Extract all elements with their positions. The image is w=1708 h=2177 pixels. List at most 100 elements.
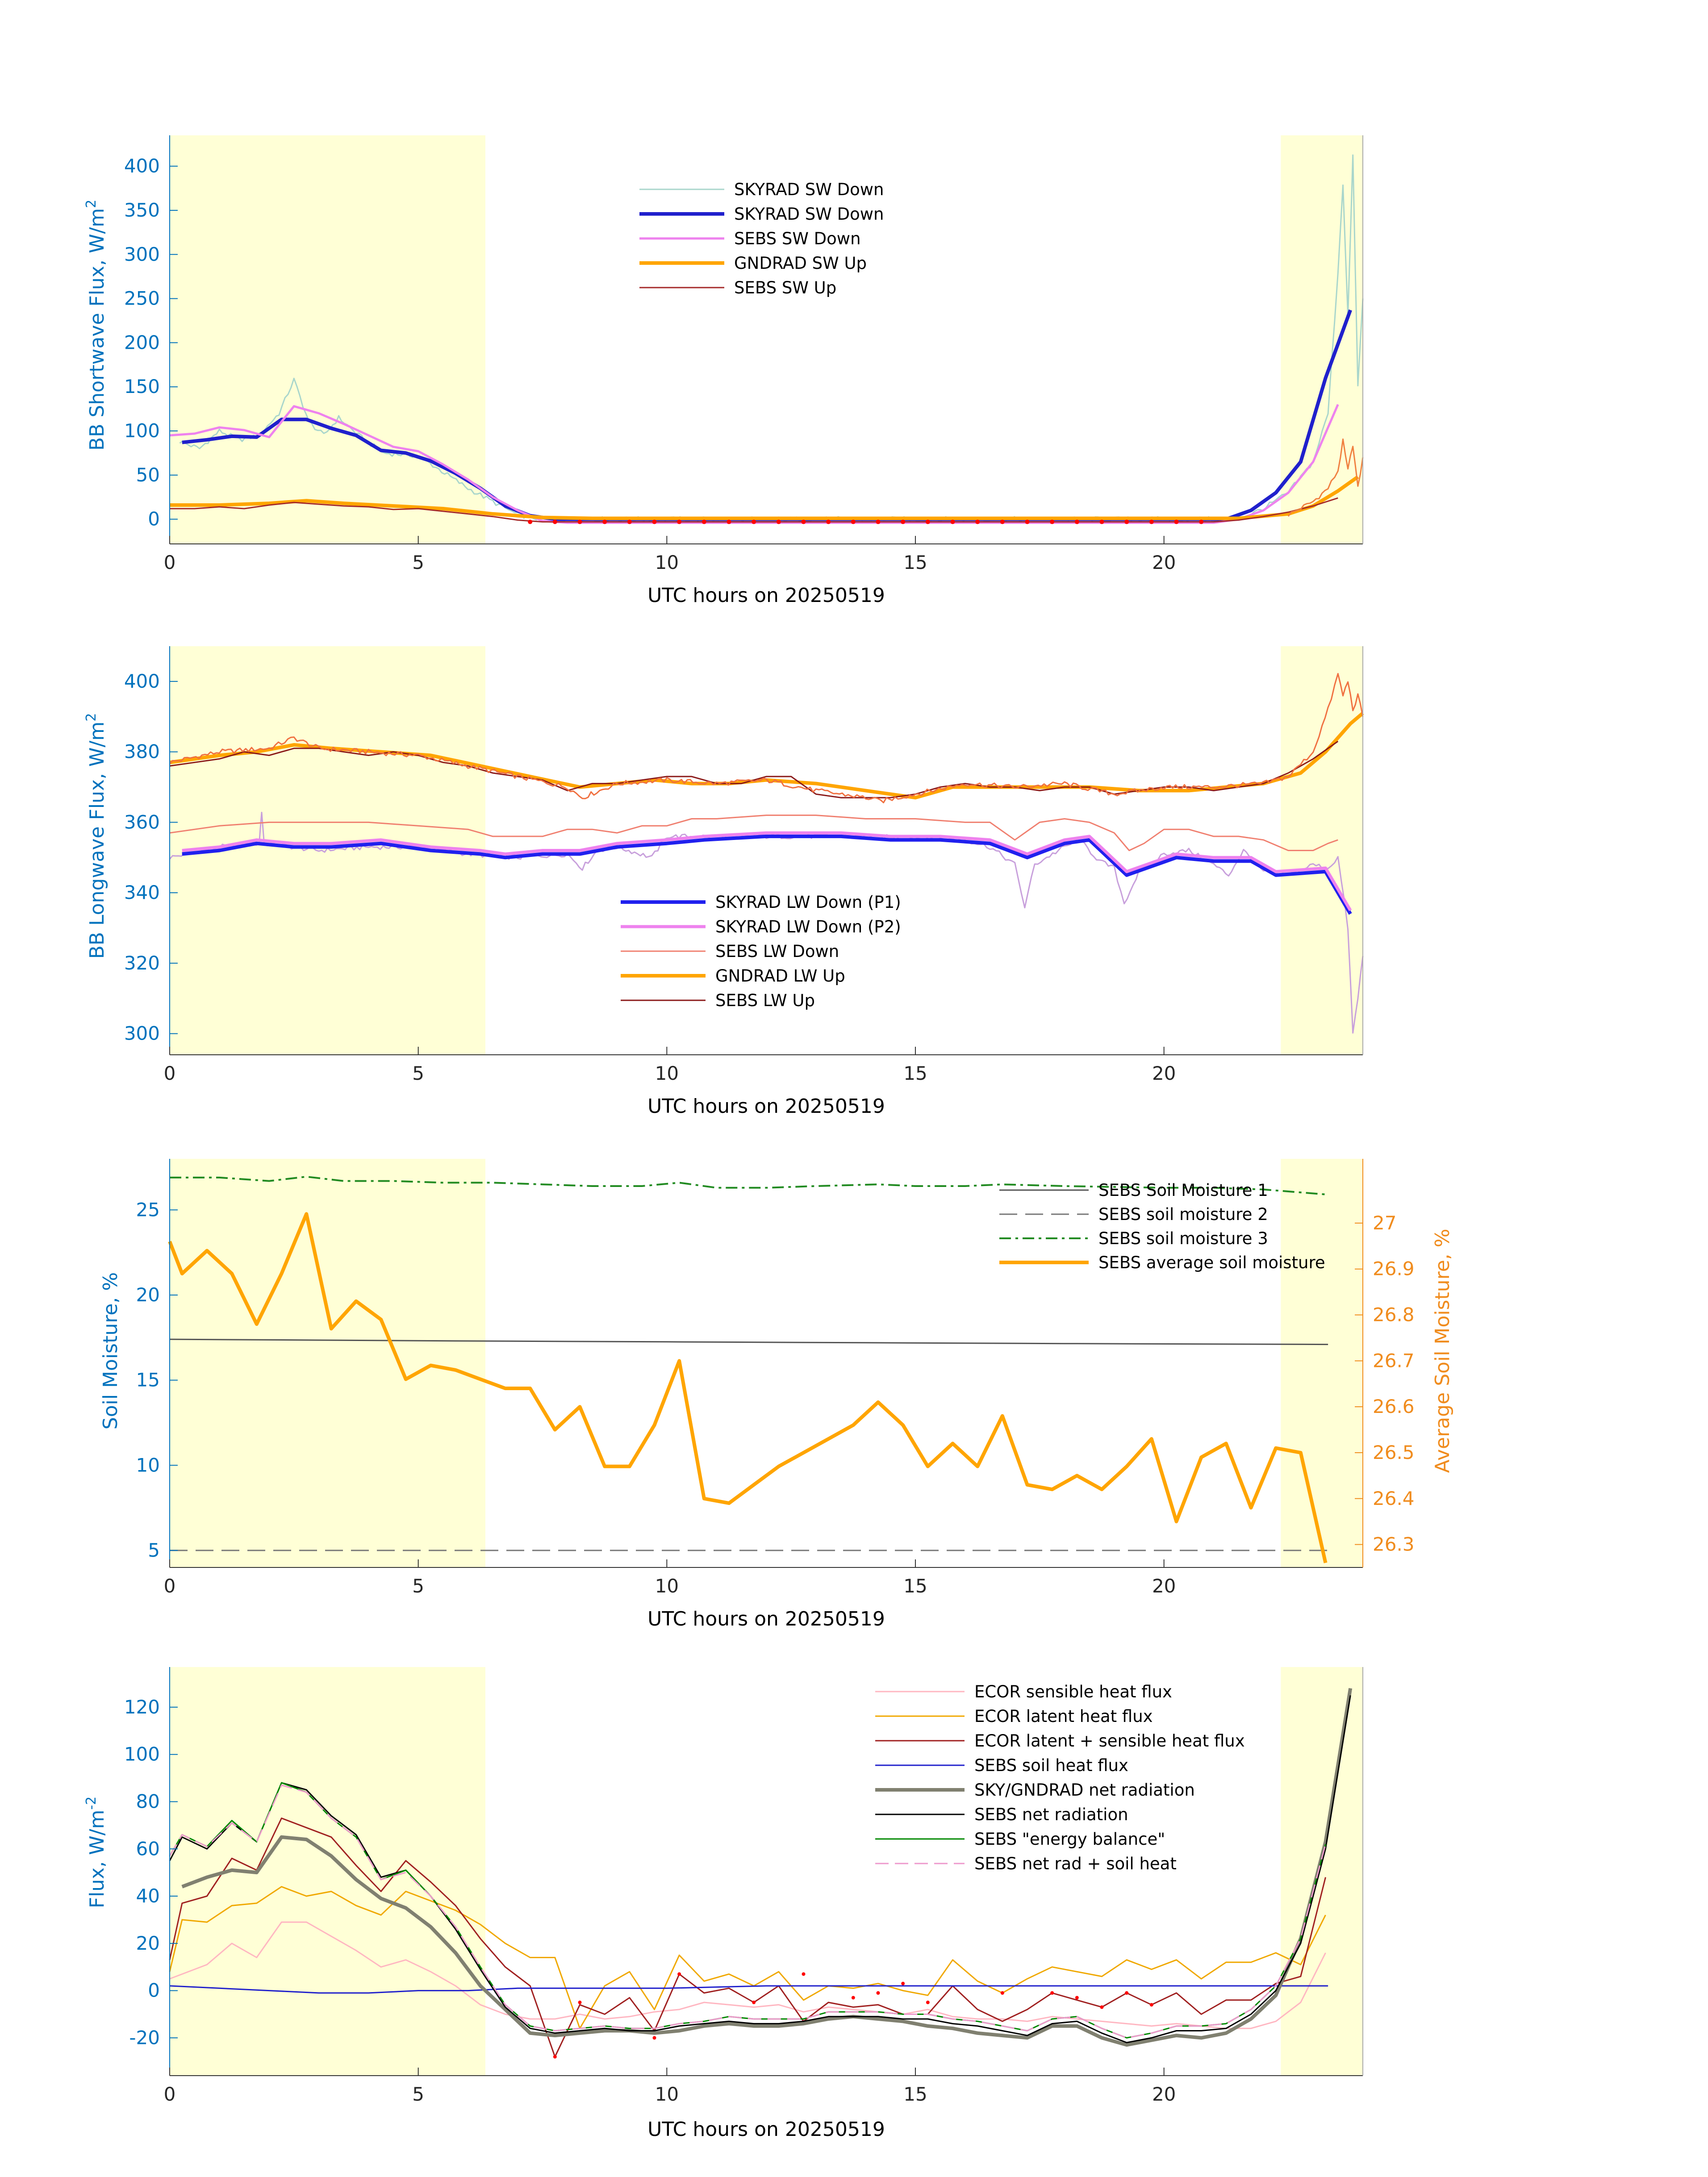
- x-tick-label: 20: [1152, 2083, 1176, 2105]
- data-marker-15: [901, 519, 906, 524]
- data-marker-14: [1125, 1991, 1129, 1995]
- right-tick-label: 26.6: [1373, 1396, 1415, 1417]
- y-tick-label: 300: [124, 1023, 160, 1045]
- y-tick-label: -20: [129, 2027, 160, 2048]
- data-marker-17: [950, 519, 955, 524]
- x-tick-label: 20: [1152, 1062, 1176, 1084]
- legend-label: ECOR latent + sensible heat flux: [974, 1731, 1245, 1751]
- data-marker-16: [925, 519, 930, 524]
- legend: SKYRAD SW Down SKYRAD SW Down SEBS SW Down…: [639, 180, 884, 297]
- y-tick-label: 100: [124, 1743, 160, 1765]
- y-tick-label: 350: [124, 199, 160, 221]
- data-marker-0: [528, 519, 533, 524]
- legend: ECOR sensible heat flux ECOR latent heat …: [875, 1682, 1245, 1873]
- shaded-region-0: [170, 1159, 485, 1567]
- legend-label: SKYRAD SW Down: [734, 205, 884, 224]
- data-marker-2: [652, 2036, 656, 2040]
- y-tick-label: 50: [136, 464, 160, 486]
- data-marker-2: [577, 519, 582, 524]
- x-tick-label: 15: [903, 552, 927, 573]
- series-line-6: [169, 673, 1364, 803]
- y-tick-label: 60: [136, 1838, 160, 1859]
- y-axis-label: Soil Moisture, %: [99, 1272, 122, 1429]
- y-tick-label: 20: [136, 1932, 160, 1954]
- series-line-2: [169, 1818, 1326, 2058]
- y-tick-label: 10: [136, 1454, 160, 1476]
- y-tick-label: 0: [148, 508, 160, 530]
- legend-label: SEBS LW Down: [715, 942, 839, 961]
- data-marker-22: [1074, 519, 1079, 524]
- shaded-region-1: [1281, 1159, 1363, 1567]
- x-tick-label: 15: [903, 1575, 927, 1597]
- x-tick-label: 0: [164, 1062, 176, 1084]
- data-marker-18: [975, 519, 980, 524]
- x-tick-label: 10: [655, 1062, 679, 1084]
- x-tick-label: 10: [655, 2083, 679, 2105]
- data-marker-19: [1000, 519, 1005, 524]
- y-tick-label: 360: [124, 811, 160, 833]
- legend-label: ECOR latent heat flux: [974, 1707, 1153, 1726]
- right-y-axis-label: Average Soil Moisture, %: [1431, 1228, 1454, 1473]
- y-tick-label: 100: [124, 420, 160, 442]
- legend-label: SEBS average soil moisture: [1098, 1253, 1325, 1272]
- series-line-2: [170, 1176, 1328, 1196]
- series-line-1: [182, 309, 1352, 521]
- legend: SEBS Soil Moisture 1 SEBS soil moisture 2…: [999, 1181, 1325, 1272]
- data-marker-11: [1050, 1991, 1054, 1995]
- y-tick-label: 250: [124, 288, 160, 309]
- series-line-4: [181, 1688, 1353, 2047]
- legend: SKYRAD LW Down (P1) SKYRAD LW Down (P2) SE…: [621, 893, 901, 1010]
- right-tick-label: 26.4: [1373, 1488, 1415, 1509]
- data-marker-13: [851, 519, 856, 524]
- y-tick-label: 15: [136, 1369, 160, 1391]
- data-marker-1: [552, 519, 557, 524]
- x-tick-label: 5: [412, 1575, 424, 1597]
- legend-label: SEBS net rad + soil heat: [974, 1854, 1177, 1873]
- data-marker-11: [801, 519, 806, 524]
- y-tick-label: 150: [124, 376, 160, 397]
- data-marker-7: [702, 519, 706, 524]
- y-tick-label: 320: [124, 952, 160, 974]
- y-tick-label: 20: [136, 1284, 160, 1306]
- shaded-region-1: [1281, 1667, 1363, 2076]
- y-tick-label: 25: [136, 1199, 160, 1220]
- x-tick-label: 15: [903, 1062, 927, 1084]
- right-tick-label: 26.9: [1373, 1258, 1415, 1280]
- data-marker-10: [1000, 1991, 1004, 1995]
- x-tick-label: 10: [655, 1575, 679, 1597]
- series-line-4: [170, 497, 1338, 523]
- series-line-4: [169, 711, 1364, 800]
- x-tick-label: 5: [412, 2083, 424, 2105]
- right-tick-label: 26.5: [1373, 1442, 1415, 1463]
- data-marker-10: [776, 519, 781, 524]
- series-line-1: [169, 1886, 1326, 2029]
- data-marker-14: [876, 519, 881, 524]
- shaded-region-0: [170, 135, 485, 544]
- series-line-3: [169, 815, 1338, 851]
- data-marker-6: [851, 1996, 855, 2000]
- legend-label: SKYRAD LW Down (P2): [715, 917, 901, 936]
- series-line-3: [169, 1985, 1328, 1994]
- x-axis-label: UTC hours on 20250519: [647, 1095, 885, 1118]
- right-tick-label: 26.3: [1373, 1534, 1415, 1555]
- data-marker-5: [802, 1972, 806, 1976]
- y-tick-label: 400: [124, 670, 160, 692]
- right-tick-label: 27: [1373, 1212, 1396, 1234]
- data-marker-4: [627, 519, 632, 524]
- legend-label: GNDRAD LW Up: [715, 966, 845, 986]
- shaded-region-1: [1281, 135, 1363, 544]
- series-line-1: [182, 834, 1352, 915]
- series-line-5: [1287, 438, 1364, 517]
- x-tick-label: 20: [1152, 1575, 1176, 1597]
- series-line-5: [169, 1695, 1351, 2043]
- x-tick-label: 5: [412, 1062, 424, 1084]
- longwave-flux-chart: 0 5 10 15 20 300 320 340 360 380 400 BB Longwave F…: [84, 646, 1364, 1118]
- x-tick-label: 20: [1152, 552, 1176, 573]
- legend-label: SEBS net radiation: [974, 1805, 1128, 1824]
- y-tick-label: 40: [136, 1885, 160, 1907]
- data-marker-21: [1050, 519, 1055, 524]
- data-marker-6: [677, 519, 682, 524]
- legend-label: SEBS Soil Moisture 1: [1098, 1181, 1268, 1200]
- right-tick-label: 26.7: [1373, 1350, 1415, 1371]
